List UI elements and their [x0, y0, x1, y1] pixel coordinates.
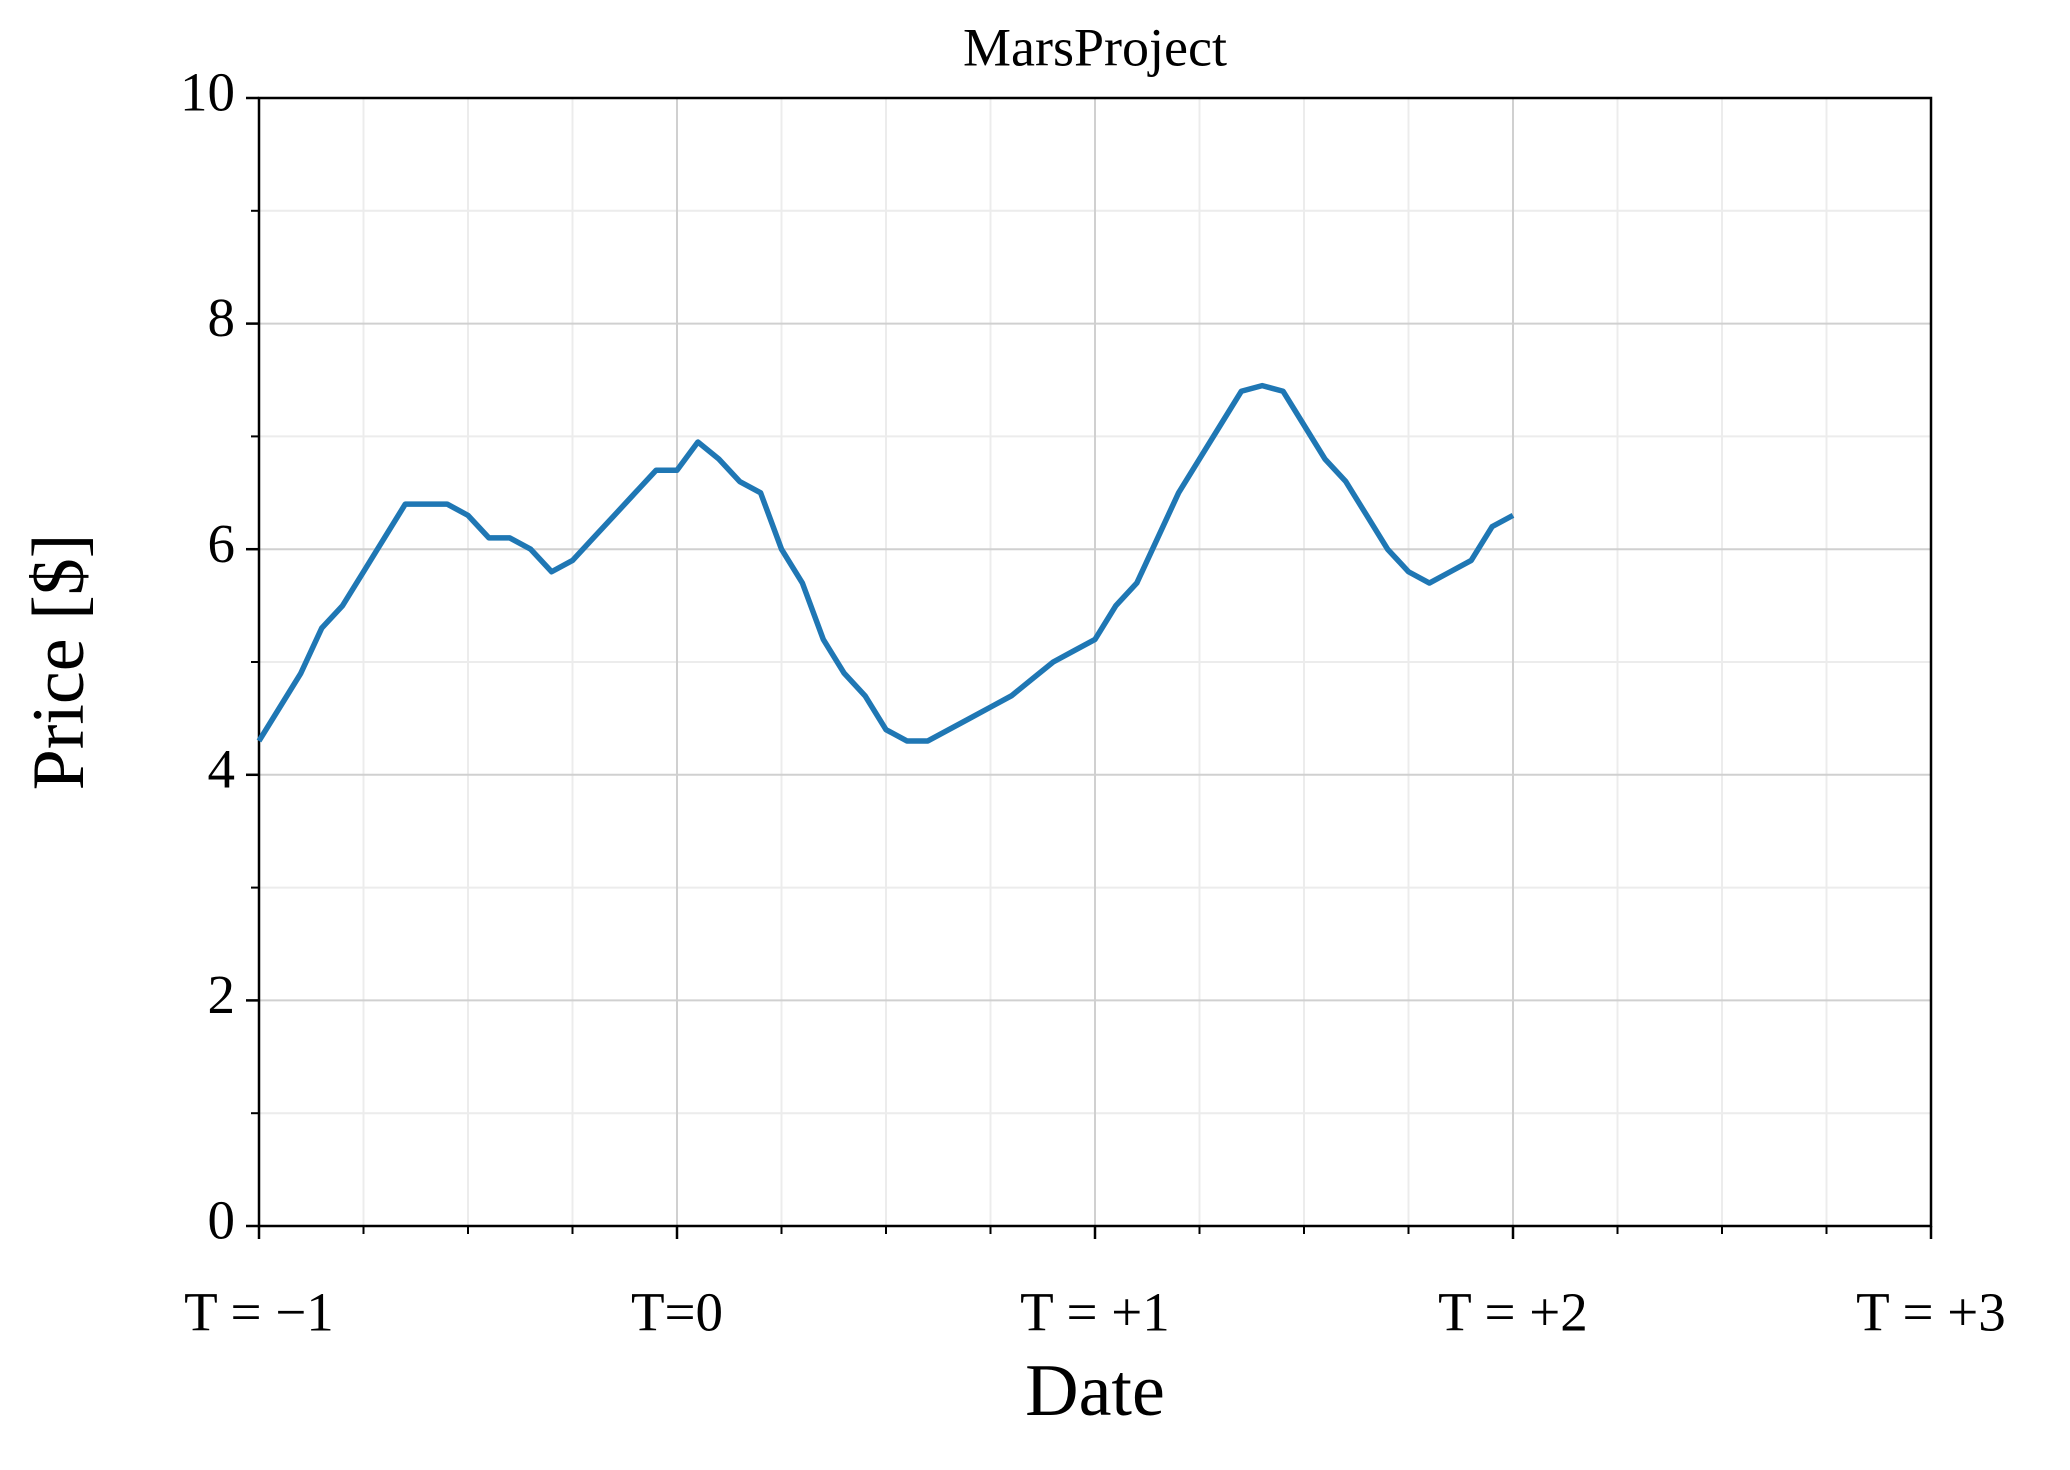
y-tick-label: 6	[208, 513, 236, 574]
x-tick-label: T = +2	[1438, 1282, 1588, 1343]
y-tick-label: 8	[208, 287, 236, 348]
y-axis-label: Price [$]	[18, 534, 100, 791]
x-tick-label: T = +1	[1020, 1282, 1170, 1343]
y-tick-label: 2	[208, 964, 236, 1025]
x-tick-label: T = −1	[184, 1282, 334, 1343]
x-axis-label: Date	[1025, 1350, 1165, 1432]
price-line	[256, 382, 1515, 744]
y-tick-label: 10	[180, 62, 235, 123]
chart-title: MarsProject	[963, 17, 1227, 77]
x-tick-label: T = +3	[1856, 1282, 2006, 1343]
y-tick-label: 4	[208, 738, 236, 799]
x-tick-label: T=0	[631, 1282, 723, 1343]
plot-frame	[257, 96, 1933, 1228]
y-tick-label: 0	[208, 1190, 236, 1251]
